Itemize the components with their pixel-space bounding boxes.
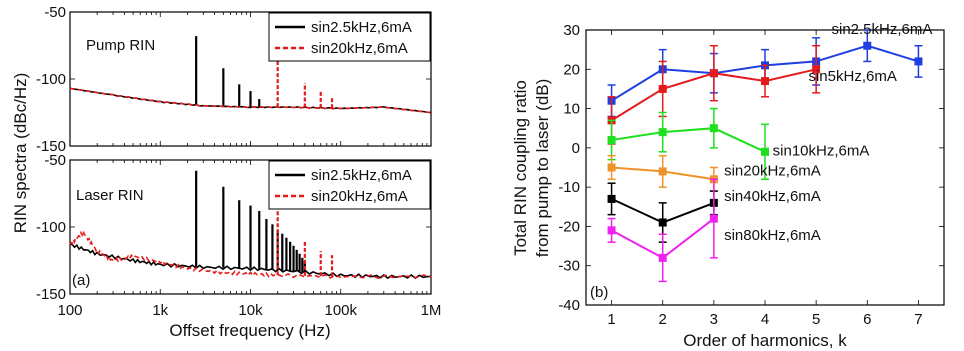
data-point-marker — [812, 65, 821, 74]
x-tick-label: 7 — [914, 311, 922, 328]
pump-rin-label: Pump RIN — [86, 37, 155, 54]
panel-a-x-axis-label: Offset frequency (Hz) — [169, 321, 330, 340]
data-point-marker — [914, 57, 923, 66]
x-tick-label: 1M — [421, 302, 442, 319]
y-tick-label: -20 — [558, 218, 580, 235]
data-point-marker — [607, 163, 616, 172]
data-point-marker — [709, 124, 718, 133]
x-tick-label: 100 — [57, 302, 82, 319]
series-label: sin40kHz,6mA — [724, 188, 821, 205]
x-tick-label: 100k — [324, 302, 357, 319]
legend-red-label: sin20kHz,6mA — [311, 40, 408, 57]
y-tick-label: 10 — [563, 101, 580, 118]
data-point-marker — [607, 136, 616, 144]
data-point-marker — [761, 77, 769, 86]
pump-rin-legend: sin2.5kHz,6mA sin20kHz,6mA — [268, 12, 431, 62]
x-tick-label: 10k — [238, 302, 263, 319]
legend-red-label: sin20kHz,6mA — [311, 188, 408, 205]
baseline-trace — [69, 228, 432, 280]
laser-rin-label: Laser RIN — [76, 187, 144, 204]
series-label: sin80kHz,6mA — [724, 227, 821, 244]
series-label: sin20kHz,6mA — [724, 162, 821, 179]
panel-a-y-axis-label: RIN spectra (dBc/Hz) — [11, 73, 30, 234]
panel-b-label: (b) — [590, 284, 608, 301]
series-line — [611, 127, 766, 153]
y-tick-label: -30 — [558, 258, 580, 275]
y-tick-label: -10 — [558, 179, 580, 196]
data-point-marker — [761, 147, 769, 156]
data-point-marker — [863, 41, 872, 50]
series-label: sin5kHz,6mA — [808, 68, 896, 85]
y-tick-label: 20 — [563, 61, 580, 78]
x-tick-label: 2 — [659, 311, 667, 328]
panel-b-y-axis-label-line1: Total RIN coupling ratio — [511, 80, 530, 256]
panel-a-ticks: 100 1k 10k 100k 1M-50-100-150-50-100-150 — [36, 4, 441, 319]
series-label: sin2.5kHz,6mA — [831, 21, 932, 38]
panel-b-x-axis-label: Order of harmonics, k — [683, 331, 847, 350]
y-tick-label: 30 — [563, 22, 580, 39]
data-point-marker — [607, 226, 616, 235]
panel-b-ticks: 1 2 3 4 5 6 7 30 20 10 0 -10 -20 -30 -40 — [558, 22, 944, 328]
panel-b-y-axis-label-line2: from pump to laser (dB) — [533, 79, 552, 258]
coupling-ratio-series: sin2.5kHz,6mA sin5kHz,6mA sin10kHz,6mA sin2… — [607, 21, 932, 283]
data-point-marker — [607, 194, 616, 203]
y-tick-label: 0 — [572, 140, 580, 157]
data-point-marker — [658, 253, 667, 262]
data-point-marker — [658, 167, 667, 176]
x-tick-label: 4 — [761, 311, 769, 328]
series-label: sin10kHz,6mA — [773, 143, 870, 160]
y-tick-label: -40 — [558, 297, 580, 314]
x-tick-label: 5 — [812, 311, 820, 328]
x-tick-label: 6 — [863, 311, 871, 328]
y-tick-label: -50 — [44, 4, 66, 21]
y-tick-label: -50 — [44, 152, 66, 169]
data-point-marker — [658, 128, 667, 137]
legend-black-label: sin2.5kHz,6mA — [311, 19, 412, 36]
y-tick-label: -150 — [36, 286, 66, 303]
laser-rin-legend: sin2.5kHz,6mA sin20kHz,6mA — [268, 160, 431, 210]
y-tick-label: -100 — [36, 219, 66, 236]
data-point-marker — [658, 218, 667, 227]
legend-black-label: sin2.5kHz,6mA — [311, 167, 412, 184]
y-tick-label: -150 — [36, 138, 66, 155]
y-tick-label: -100 — [36, 71, 66, 88]
panel-a-label: (a) — [72, 272, 90, 289]
x-tick-label: 1 — [607, 311, 615, 328]
data-point-marker — [709, 214, 718, 223]
data-point-marker — [658, 84, 667, 93]
data-point-marker — [709, 69, 718, 78]
x-tick-label: 1k — [152, 302, 168, 319]
baseline-trace — [69, 87, 432, 114]
x-tick-label: 3 — [710, 311, 718, 328]
laser-rin-traces — [69, 170, 432, 280]
